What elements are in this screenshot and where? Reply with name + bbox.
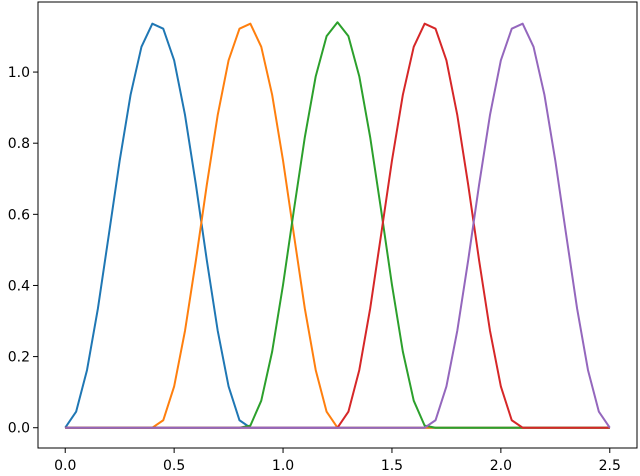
x-tick-label: 2.5 [599,458,621,474]
y-tick-label: 0.2 [8,350,30,366]
y-tick-label: 1.0 [8,65,30,81]
x-tick-label: 1.5 [381,458,403,474]
x-tick-label: 0.5 [163,458,185,474]
plot-frame [37,1,638,449]
y-tick-label: 0.0 [8,421,30,437]
data-line [65,22,610,429]
data-line [65,22,610,429]
data-line [65,22,611,429]
y-tick-label: 0.8 [8,136,30,152]
data-line [64,22,610,429]
x-tick-label: 1.0 [272,458,294,474]
x-tick-label: 0.0 [54,458,76,474]
y-tick-label: 0.4 [8,278,30,294]
x-tick-label: 2.0 [490,458,512,474]
data-line [65,21,610,429]
y-tick-label: 0.6 [8,207,30,223]
